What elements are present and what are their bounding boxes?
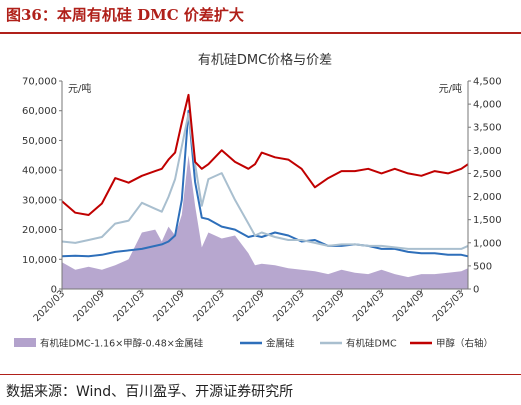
left-tick-label: 50,000 — [22, 136, 57, 147]
right-unit-label: 元/吨 — [439, 82, 462, 95]
right-tick-label: 500 — [473, 261, 492, 272]
source-note: 数据来源：Wind、百川盈孚、开源证券研究所 — [6, 384, 294, 400]
silicon-metal-line — [61, 109, 469, 258]
right-tick-label: 3,000 — [473, 146, 502, 157]
x-tick-label: 2022/09 — [231, 288, 267, 324]
right-tick-label: 2,000 — [473, 192, 502, 203]
legend-label: 有机硅DMC — [346, 338, 397, 350]
spread-area-series — [62, 155, 468, 289]
left-tick-label: 70,000 — [22, 77, 57, 88]
legend-label: 甲醇（右轴） — [436, 338, 493, 350]
x-tick-label: 2024/09 — [391, 288, 427, 324]
right-tick-label: 1,000 — [473, 238, 502, 249]
left-tick-label: 10,000 — [22, 255, 57, 266]
x-tick-label: 2023/03 — [271, 288, 307, 324]
legend-label: 金属硅 — [266, 338, 295, 350]
legend-label: 有机硅DMC-1.16×甲醇-0.48×金属硅 — [40, 338, 204, 350]
right-tick-label: 3,500 — [473, 123, 502, 134]
x-tick-label: 2023/09 — [311, 288, 347, 324]
x-tick-label: 2020/09 — [71, 288, 107, 324]
left-tick-label: 40,000 — [22, 166, 57, 177]
x-tick-label: 2025/03 — [431, 288, 467, 324]
x-tick-label: 2024/03 — [351, 288, 387, 324]
right-tick-label: 2,500 — [473, 169, 502, 180]
left-tick-label: 60,000 — [22, 106, 57, 117]
right-tick-label: 1,500 — [473, 215, 502, 226]
x-tick-label: 2022/03 — [191, 288, 227, 324]
dmc-line — [61, 112, 469, 250]
methanol-line — [61, 93, 469, 216]
legend-swatch-area — [14, 338, 36, 347]
left-tick-label: 20,000 — [22, 225, 57, 236]
figure-title: 图36：本周有机硅 DMC 价差扩大 — [6, 6, 244, 24]
left-tick-label: 30,000 — [22, 195, 57, 206]
dmc-price-spread-chart: 有机硅DMC价格与价差 0 10,000 20,000 30,000 40,000 50,… — [14, 52, 502, 350]
x-tick-label: 2021/03 — [111, 288, 147, 324]
x-tick-label: 2021/09 — [151, 288, 187, 324]
right-tick-label: 4,000 — [473, 100, 502, 111]
chart-title: 有机硅DMC价格与价差 — [198, 52, 332, 68]
x-tick-label: 2020/03 — [31, 288, 67, 324]
left-unit-label: 元/吨 — [68, 82, 91, 95]
left-tick-label: 0 — [51, 285, 57, 296]
bottom-rule — [0, 374, 521, 375]
title-rule — [0, 32, 521, 34]
right-tick-label: 4,500 — [473, 77, 502, 88]
right-tick-label: 0 — [473, 285, 479, 296]
